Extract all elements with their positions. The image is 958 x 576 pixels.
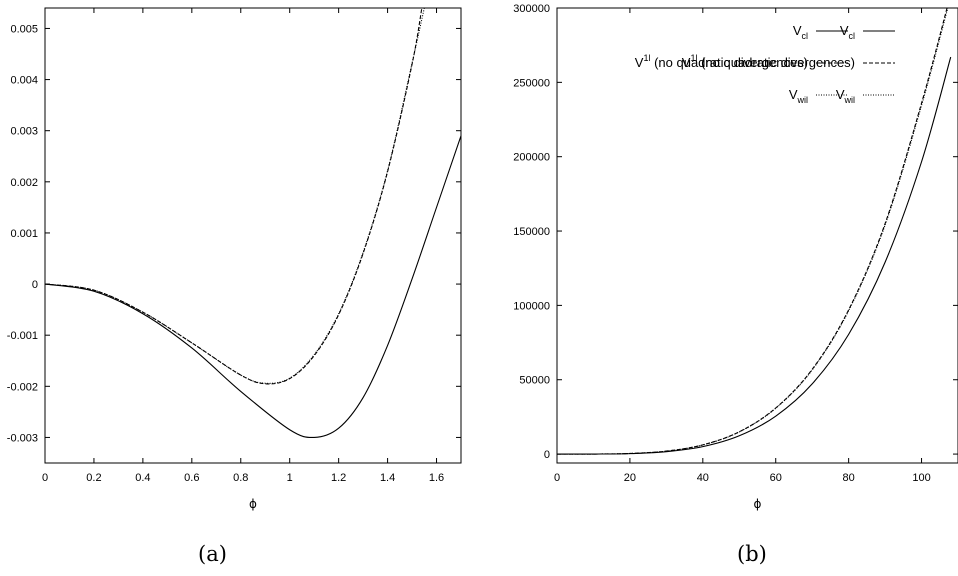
series-line-dashed: [45, 8, 423, 385]
x-tick-label: 100: [912, 472, 930, 484]
y-tick-label: -0.003: [7, 432, 38, 444]
caption-b: (b): [737, 542, 767, 566]
series-line-solid: [557, 56, 952, 455]
legend-entry-dotted: Vwil: [836, 87, 895, 105]
legend-entry-dotted: Vwil: [789, 87, 848, 105]
legend-label: Vwil: [789, 87, 808, 105]
x-tick-label: 80: [843, 472, 855, 484]
y-tick-label: 0.003: [10, 126, 38, 138]
x-tick-label: 0.2: [86, 472, 101, 484]
chart-panel-b: 0 20 40 60 80 100 0 50000 100000 150000 200000 2500…: [513, 3, 958, 511]
y-tick-label: 0.001: [10, 228, 38, 240]
series-line-dashed: [557, 8, 948, 455]
x-tick-label: 60: [770, 472, 782, 484]
y-tick-label: 0.005: [10, 23, 38, 35]
legend-entry-solid: Vcl: [840, 23, 895, 41]
legend-label: V1l (no quadratic divergences): [682, 53, 855, 70]
x-tick-label: 1.6: [429, 472, 444, 484]
series-line-solid: [45, 135, 461, 439]
x-axis-label: ϕ: [754, 497, 762, 511]
y-tick-label: -0.002: [7, 381, 38, 393]
x-tick-label: 1: [287, 472, 293, 484]
x-tick-label: 1.4: [380, 472, 395, 484]
legend-label: Vwil: [836, 87, 855, 105]
x-axis-label: ϕ: [249, 497, 257, 511]
y-tick-label: 300000: [513, 3, 550, 15]
y-tick-label: 100000: [513, 300, 550, 312]
y-tick-label: 0: [544, 449, 550, 461]
y-tick-label: 50000: [519, 375, 550, 387]
chart-panel-a: 0 0.2 0.4 0.6 0.8 1 1.2 1.4 1.6 -0.003 -0.002 -0.00…: [7, 7, 895, 511]
x-tick-label: 0: [42, 472, 48, 484]
series-line-dotted: [45, 8, 425, 384]
plot-frame: [556, 7, 958, 464]
x-tick-label: 1.2: [331, 472, 346, 484]
x-tick-label: 40: [697, 472, 709, 484]
x-tick-label: 0.8: [233, 472, 248, 484]
y-tick-label: 200000: [513, 152, 550, 164]
y-tick-label: 0.004: [10, 75, 38, 87]
x-tick-label: 0: [554, 472, 560, 484]
plot-frame: [44, 7, 462, 464]
x-tick-label: 0.4: [135, 472, 150, 484]
series-line-dotted: [557, 8, 949, 455]
legend-label: V1l (no quadratic divergences): [635, 53, 808, 70]
y-tick-label: 150000: [513, 226, 550, 238]
y-tick-label: -0.001: [7, 330, 38, 342]
x-tick-label: 20: [624, 472, 636, 484]
y-tick-label: 250000: [513, 77, 550, 89]
caption-a: (a): [198, 542, 227, 566]
x-tick-label: 0.6: [184, 472, 199, 484]
legend-entry-dashed: V1l (no quadratic divergences): [682, 53, 895, 70]
legend-entry-solid: Vcl: [793, 23, 848, 41]
legend-label: Vcl: [840, 23, 855, 41]
y-tick-label: 0.002: [10, 177, 38, 189]
legend-entry-dashed: V1l (no quadratic divergences): [635, 53, 848, 70]
legend-label: Vcl: [793, 23, 808, 41]
y-tick-label: 0: [32, 279, 38, 291]
